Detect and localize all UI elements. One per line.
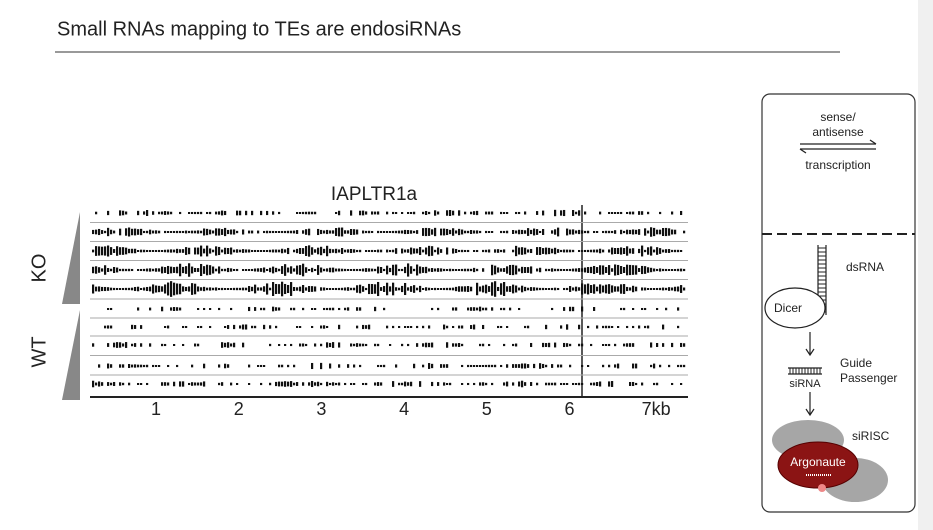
read-track: [92, 263, 686, 277]
transcription-label: transcription: [805, 158, 870, 172]
read-track: [98, 362, 686, 370]
read-track: [95, 209, 683, 217]
figure-title: IAPLTR1a: [331, 184, 418, 205]
sirisc-label: siRISC: [852, 429, 890, 443]
sirna-label: siRNA: [789, 378, 821, 390]
read-track: [104, 324, 680, 330]
figure: IAPLTR1a KO WT 1 2 3 4 5 6 7kb: [28, 184, 688, 419]
dicer-shape: [764, 287, 826, 329]
ko-label: KO: [28, 254, 50, 283]
sense-label: sense/: [820, 110, 856, 124]
arrow-1: [805, 332, 815, 357]
arrow-2: [805, 392, 815, 417]
axis-tick-label: 7kb: [642, 399, 671, 419]
dicer-label: Dicer: [774, 301, 802, 315]
mechanism-panel: sense/ antisense transcription dsRNA Dic…: [761, 93, 916, 513]
axis-tick-label: 2: [234, 399, 244, 419]
axis-tick-label: 6: [564, 399, 574, 419]
read-track: [107, 306, 680, 312]
sense-arrow: [800, 139, 877, 145]
argonaute-label: Argonaute: [790, 455, 846, 469]
dsrna-label: dsRNA: [846, 260, 884, 274]
axis-tick-label: 1: [151, 399, 161, 419]
wt-label: WT: [28, 336, 50, 367]
slide-title: Small RNAs mapping to TEs are endosiRNAs: [57, 18, 461, 40]
axis-tick-label: 3: [316, 399, 326, 419]
read-track: [92, 342, 686, 348]
antisense-label: antisense: [812, 125, 864, 139]
sirna-duplex: [788, 367, 822, 375]
read-track: [92, 227, 686, 237]
axis-tick-label: 5: [482, 399, 492, 419]
panel-box: [761, 93, 916, 513]
read-track: [92, 281, 686, 297]
target-dot: [818, 484, 826, 492]
axis-tick-label: 4: [399, 399, 409, 419]
read-track: [92, 380, 683, 388]
edge-strip: [918, 0, 933, 530]
antisense-arrow: [799, 148, 876, 154]
passenger-label: Passenger: [840, 371, 897, 385]
ko-triangle: [62, 212, 80, 304]
read-track: [92, 245, 683, 257]
guide-label: Guide: [840, 356, 872, 370]
wt-triangle: [62, 310, 80, 400]
